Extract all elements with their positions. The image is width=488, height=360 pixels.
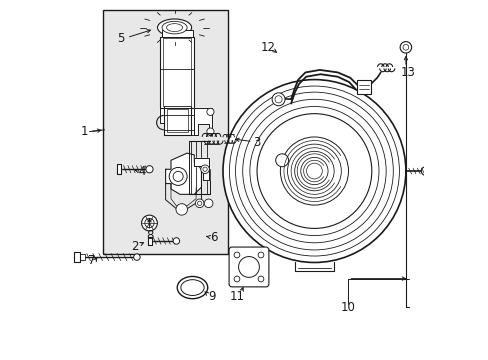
FancyBboxPatch shape	[228, 247, 268, 287]
Circle shape	[234, 252, 239, 258]
Circle shape	[306, 163, 322, 179]
Circle shape	[145, 166, 153, 173]
Circle shape	[201, 165, 209, 174]
Circle shape	[257, 114, 371, 228]
Circle shape	[206, 128, 214, 135]
Text: 6: 6	[210, 231, 217, 244]
Circle shape	[173, 238, 179, 244]
Bar	[163, 107, 190, 135]
Text: 8: 8	[145, 229, 153, 242]
Text: 10: 10	[340, 301, 355, 314]
Text: 5: 5	[117, 32, 124, 45]
Polygon shape	[160, 108, 194, 135]
Polygon shape	[74, 252, 80, 262]
Bar	[357, 80, 370, 94]
Text: 2: 2	[131, 240, 139, 253]
Ellipse shape	[166, 24, 182, 32]
Bar	[162, 30, 192, 37]
Circle shape	[197, 201, 202, 206]
Circle shape	[402, 44, 408, 50]
Text: 3: 3	[253, 136, 260, 149]
Polygon shape	[165, 153, 201, 194]
Ellipse shape	[238, 257, 259, 277]
Polygon shape	[147, 237, 152, 245]
Circle shape	[195, 199, 203, 208]
Bar	[80, 254, 85, 260]
Circle shape	[274, 96, 282, 103]
Text: 1: 1	[81, 125, 88, 138]
Circle shape	[287, 144, 341, 198]
Text: 9: 9	[208, 290, 216, 303]
Text: 12: 12	[260, 41, 275, 54]
Ellipse shape	[162, 21, 187, 34]
Circle shape	[133, 254, 140, 260]
Bar	[166, 109, 187, 132]
Circle shape	[144, 219, 154, 228]
Circle shape	[258, 252, 264, 258]
Circle shape	[399, 41, 411, 53]
Ellipse shape	[177, 276, 207, 299]
Polygon shape	[117, 164, 121, 174]
Circle shape	[294, 151, 333, 191]
Circle shape	[223, 80, 405, 262]
Text: 11: 11	[229, 290, 244, 303]
Circle shape	[421, 167, 429, 175]
Bar	[102, 10, 228, 253]
Ellipse shape	[157, 19, 191, 36]
Circle shape	[275, 154, 288, 167]
Text: 13: 13	[399, 66, 414, 79]
Circle shape	[204, 199, 212, 208]
Bar	[160, 37, 194, 108]
Text: 4: 4	[138, 165, 146, 177]
Circle shape	[173, 171, 183, 181]
Bar	[163, 39, 191, 107]
Circle shape	[176, 204, 187, 215]
Circle shape	[206, 108, 214, 116]
Circle shape	[203, 167, 207, 171]
Circle shape	[280, 137, 348, 205]
Text: 7: 7	[88, 254, 96, 267]
Circle shape	[258, 276, 264, 282]
Ellipse shape	[181, 280, 203, 296]
Circle shape	[169, 167, 187, 185]
Polygon shape	[194, 158, 208, 180]
Circle shape	[300, 157, 327, 185]
Circle shape	[234, 276, 239, 282]
Polygon shape	[194, 108, 212, 135]
Circle shape	[142, 215, 157, 231]
Circle shape	[271, 93, 285, 106]
